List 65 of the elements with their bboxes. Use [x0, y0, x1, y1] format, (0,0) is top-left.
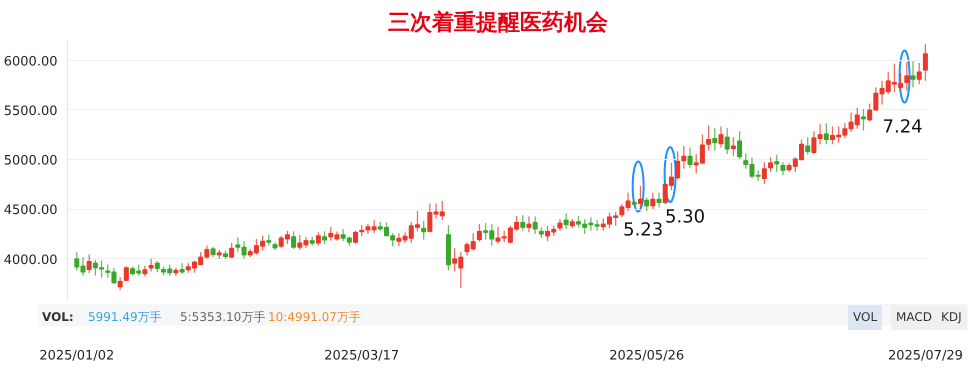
candlestick — [118, 276, 123, 291]
candlestick — [229, 242, 234, 259]
candlestick — [922, 44, 928, 82]
text: KDJ — [936, 305, 967, 330]
candlestick — [638, 185, 643, 210]
candlestick — [291, 230, 296, 250]
text: 5991.49万手 — [88, 309, 162, 326]
annotation: 7.24 — [882, 116, 923, 138]
candlestick — [712, 127, 718, 152]
text: VOL: — [42, 309, 74, 326]
candlestick — [860, 108, 866, 132]
candlestick — [124, 266, 129, 282]
annotation: 5.30 — [665, 206, 706, 228]
candlestick — [154, 260, 160, 274]
candlestick — [688, 146, 693, 168]
candlestick — [564, 212, 569, 230]
candlestick — [316, 232, 321, 246]
candlestick — [916, 62, 922, 85]
candlestick — [706, 124, 712, 152]
candlestick — [180, 262, 185, 274]
candlestick — [532, 216, 538, 235]
candlestick — [724, 127, 730, 155]
x-tick-label: 2025/05/26 — [609, 348, 684, 364]
candlestick — [557, 218, 562, 232]
candlestick — [730, 136, 736, 156]
annotation: 5.23 — [623, 220, 664, 240]
text: MACD — [891, 305, 937, 330]
y-tick-label: 4000.00 — [4, 252, 58, 268]
candlestick — [353, 230, 358, 245]
candlestick — [650, 192, 656, 210]
x-tick-label: 2025/01/02 — [39, 348, 114, 364]
y-tick-label: 5500.00 — [4, 104, 58, 119]
candlestick — [86, 254, 92, 274]
x-tick-label: 2025/07/29 — [888, 348, 963, 364]
candlestick — [910, 60, 916, 88]
y-tick-label: 5000.00 — [4, 154, 58, 169]
candlestick — [656, 192, 662, 208]
candlestick — [768, 156, 774, 173]
candlestick — [737, 130, 742, 160]
candlestick — [762, 162, 767, 185]
candlestick — [520, 214, 526, 232]
candlestick — [538, 226, 544, 239]
candlestick — [476, 223, 482, 242]
candlestick — [774, 154, 780, 173]
candlestick — [148, 258, 154, 272]
y-tick-label: 4500.00 — [4, 203, 58, 218]
x-tick-label: 2025/03/17 — [324, 348, 400, 364]
candlestick — [644, 196, 650, 212]
candlestick — [718, 126, 724, 148]
candlestick — [805, 136, 810, 156]
candlestick — [780, 162, 786, 176]
text: VOL — [848, 305, 882, 330]
candlestick — [904, 62, 910, 92]
text: 10:4991.07万手 — [268, 309, 361, 326]
candlestick — [681, 145, 686, 170]
candlestick — [824, 122, 829, 145]
chart-title: 三次着重提醒医药机会 — [388, 10, 609, 36]
candlestick — [421, 220, 426, 240]
candlestick — [266, 234, 272, 246]
candlestick — [322, 230, 328, 245]
candlestick — [210, 246, 216, 258]
text: 5:5353.10万手 — [180, 309, 266, 326]
candlestick — [526, 216, 532, 233]
candlestick — [142, 265, 148, 278]
y-tick-label: 6000.00 — [4, 54, 58, 70]
